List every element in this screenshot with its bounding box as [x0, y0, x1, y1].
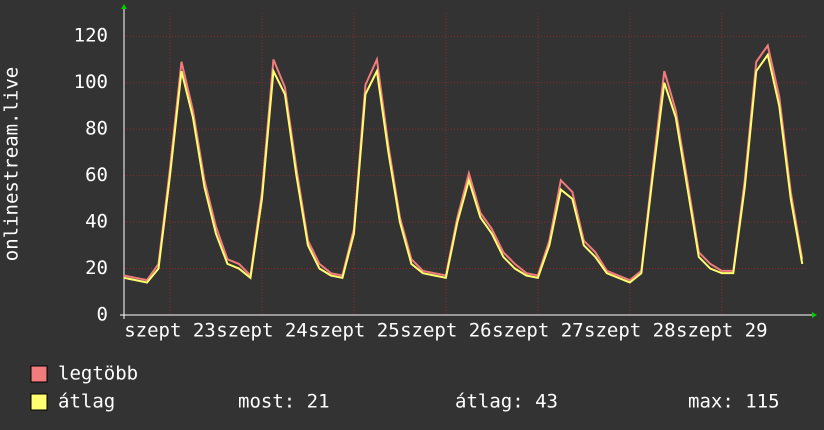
legend-swatch	[30, 393, 48, 411]
stat-most: most: 21	[238, 391, 330, 413]
x-tick-label: szept 29	[676, 320, 768, 342]
y-tick-label: 60	[85, 164, 108, 186]
x-tick-label: szept 24	[216, 320, 308, 342]
y-tick-label: 20	[85, 257, 108, 279]
series-line	[123, 43, 804, 282]
x-tick-label: szept 25	[308, 320, 400, 342]
legend-label: átlag	[58, 391, 115, 413]
stat-avg: átlag: 43	[455, 391, 558, 413]
y-tick-label: 40	[85, 211, 108, 233]
x-tick-label: szept 27	[492, 320, 584, 342]
x-tick-label: szept 26	[400, 320, 492, 342]
y-tick-label: 120	[74, 25, 108, 47]
y-tick-label: 100	[74, 71, 108, 93]
y-tick-label: 0	[97, 304, 108, 326]
x-arrow	[812, 312, 817, 318]
stat-max: max: 115	[688, 391, 780, 413]
x-tick-label: szept 23	[124, 320, 216, 342]
legend-label: legtöbb	[58, 363, 138, 385]
y-axis-label: onlinestream.live	[1, 67, 23, 261]
x-tick-label: szept 28	[584, 320, 676, 342]
y-tick-label: 80	[85, 118, 108, 140]
legend-swatch	[30, 365, 48, 383]
y-arrow	[121, 4, 127, 9]
series-line	[123, 52, 804, 284]
